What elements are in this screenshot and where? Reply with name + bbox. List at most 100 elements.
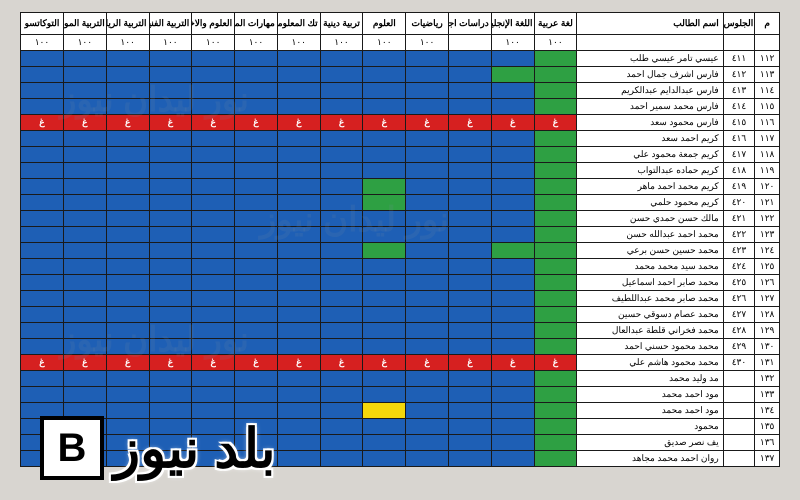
row-seat: ٤٢٧ — [723, 307, 755, 323]
row-seat: ٤١١ — [723, 51, 755, 67]
grade-cell — [21, 179, 64, 195]
grade-cell — [320, 147, 363, 163]
grade-cell — [534, 83, 577, 99]
grade-cell — [277, 147, 320, 163]
grade-cell — [448, 275, 491, 291]
grade-cell — [21, 243, 64, 259]
grade-cell — [192, 291, 235, 307]
grade-cell — [534, 243, 577, 259]
grade-cell — [192, 451, 235, 467]
grade-cell — [363, 403, 406, 419]
grade-cell — [534, 211, 577, 227]
grade-cell — [277, 211, 320, 227]
grade-cell — [235, 307, 278, 323]
grade-cell — [149, 163, 192, 179]
grade-cell — [21, 371, 64, 387]
grade-cell: غ — [192, 355, 235, 371]
grade-cell — [363, 275, 406, 291]
header-row: م الجلوس اسم الطالب لغة عربية اللغة الإن… — [21, 13, 780, 35]
grade-cell — [277, 419, 320, 435]
grade-cell — [448, 131, 491, 147]
grade-cell: غ — [406, 355, 449, 371]
grade-cell — [406, 419, 449, 435]
max-mark: ١٠٠ — [534, 35, 577, 51]
row-name: محمد حسين حسن برعي — [577, 243, 723, 259]
row-name: فارس محمد سمير احمد — [577, 99, 723, 115]
table-row: ١٣١٤٣٠محمد محمود هاشم عليغغغغغغغغغغغغغ — [21, 355, 780, 371]
row-name: محمود — [577, 419, 723, 435]
grade-cell — [320, 131, 363, 147]
max-mark: ١٠٠ — [106, 35, 149, 51]
grade-cell — [106, 243, 149, 259]
grade-cell — [63, 291, 106, 307]
grade-cell — [21, 275, 64, 291]
grade-cell — [192, 131, 235, 147]
row-m: ١٢٠ — [755, 179, 780, 195]
grade-cell — [320, 291, 363, 307]
row-m: ١٣٥ — [755, 419, 780, 435]
grade-cell — [363, 339, 406, 355]
grade-cell — [192, 163, 235, 179]
header-subject: التوكاتسو — [21, 13, 64, 35]
grade-cell: غ — [320, 115, 363, 131]
grade-cell — [448, 371, 491, 387]
grade-cell — [21, 451, 64, 467]
grade-cell — [149, 51, 192, 67]
grade-cell — [320, 99, 363, 115]
grade-cell — [235, 211, 278, 227]
grade-cell — [320, 67, 363, 83]
grade-cell — [363, 243, 406, 259]
row-seat: ٤١٥ — [723, 115, 755, 131]
grade-cell — [192, 147, 235, 163]
grade-cell — [448, 387, 491, 403]
grade-cell: غ — [320, 355, 363, 371]
row-seat: ٤٢٥ — [723, 275, 755, 291]
grade-cell — [192, 307, 235, 323]
grade-cell: غ — [63, 355, 106, 371]
grade-cell — [448, 435, 491, 451]
row-seat: ٤١٨ — [723, 163, 755, 179]
grade-cell — [491, 435, 534, 451]
row-name: كريم محمد احمد ماهر — [577, 179, 723, 195]
grade-cell — [63, 323, 106, 339]
table-row: ١١٣٤١٢فارس اشرف جمال احمد — [21, 67, 780, 83]
grade-cell — [406, 163, 449, 179]
grade-cell — [235, 67, 278, 83]
grade-cell — [192, 83, 235, 99]
grade-cell — [320, 403, 363, 419]
row-m: ١١٩ — [755, 163, 780, 179]
row-m: ١٢٦ — [755, 275, 780, 291]
grade-cell — [363, 259, 406, 275]
grade-cell — [106, 83, 149, 99]
grade-cell — [363, 323, 406, 339]
grade-cell — [235, 339, 278, 355]
row-seat — [723, 435, 755, 451]
max-mark: ١٠٠ — [149, 35, 192, 51]
row-seat — [723, 419, 755, 435]
grade-cell — [491, 419, 534, 435]
row-name: محمد احمد عبدالله حسن — [577, 227, 723, 243]
grade-cell — [235, 323, 278, 339]
grade-cell — [406, 147, 449, 163]
grade-cell — [406, 51, 449, 67]
max-mark: ١٠٠ — [491, 35, 534, 51]
grade-cell: غ — [149, 115, 192, 131]
max-mark: ١٠٠ — [363, 35, 406, 51]
grade-cell — [534, 307, 577, 323]
table-row: ١١٩٤١٨كريم حماده عبدالتواب — [21, 163, 780, 179]
grade-cell — [149, 339, 192, 355]
row-m: ١١٢ — [755, 51, 780, 67]
row-m: ١٢٨ — [755, 307, 780, 323]
grade-cell — [534, 147, 577, 163]
blank-cell — [723, 35, 755, 51]
grade-cell — [277, 403, 320, 419]
grade-cell — [363, 435, 406, 451]
row-seat: ٤٢١ — [723, 211, 755, 227]
grade-cell — [363, 131, 406, 147]
grade-cell — [235, 99, 278, 115]
row-name: مالك حسن حمدي حسن — [577, 211, 723, 227]
grade-cell — [277, 163, 320, 179]
grade-cell — [491, 275, 534, 291]
row-m: ١٣٧ — [755, 451, 780, 467]
row-m: ١١٣ — [755, 67, 780, 83]
